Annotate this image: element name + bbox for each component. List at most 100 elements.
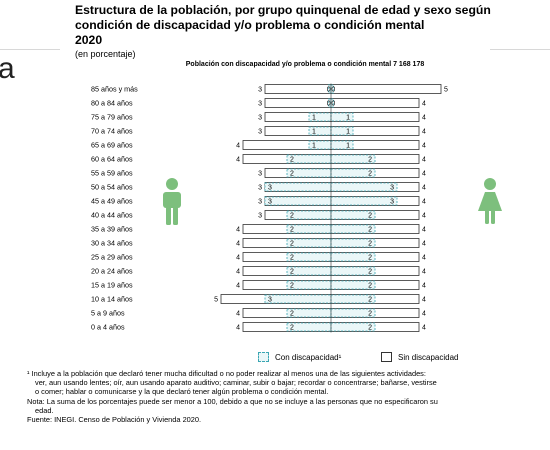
- value-label-women-no-disability: 4: [422, 157, 426, 164]
- value-label-women-no-disability: 4: [422, 143, 426, 150]
- value-label-men-no-disability: 4: [236, 325, 240, 332]
- bar-men-disability: [286, 168, 332, 178]
- value-label-women-no-disability: 4: [422, 115, 426, 122]
- legend-label-with: Con discapacidad¹: [275, 352, 342, 362]
- value-label-women-disability: 3: [390, 199, 394, 206]
- value-label-women-disability: 2: [368, 227, 372, 234]
- category-label: 60 a 64 años: [91, 155, 133, 164]
- divider-right: [490, 49, 550, 50]
- value-label-women-no-disability: 4: [422, 185, 426, 192]
- value-label-men-no-disability: 4: [236, 143, 240, 150]
- category-label: 5 a 9 años: [91, 309, 125, 318]
- value-label-women-disability: 2: [368, 255, 372, 262]
- category-label: 85 años y más: [91, 85, 138, 94]
- side-letter: a: [0, 52, 15, 85]
- category-label: 10 a 14 años: [91, 295, 133, 304]
- legend-with-disability: Con discapacidad¹: [258, 352, 341, 362]
- value-label-men-disability: 2: [290, 241, 294, 248]
- category-label: 20 a 24 años: [91, 267, 133, 276]
- chart-title: Estructura de la población, por grupo qu…: [75, 3, 515, 48]
- value-label-men-no-disability: 3: [258, 87, 262, 94]
- note-cont: edad.: [35, 405, 54, 415]
- value-label-men-disability: 3: [268, 185, 272, 192]
- value-label-men-disability: 2: [290, 213, 294, 220]
- legend-swatch-without: [381, 352, 392, 362]
- value-label-men-disability: 2: [290, 227, 294, 234]
- bar-men-disability: [327, 98, 332, 108]
- population-pyramid: 85 años y más 3 00 580 a 84 años 3 00 475 a 79…: [91, 83, 502, 333]
- category-label: 40 a 44 años: [91, 211, 133, 220]
- bar-men-disability: [264, 196, 332, 206]
- bar-men-disability: [286, 266, 332, 276]
- value-label-men-no-disability: 4: [236, 157, 240, 164]
- value-label-women-no-disability: 4: [422, 255, 426, 262]
- note: Nota: La suma de los porcentajes puede s…: [27, 396, 438, 406]
- value-label-men-disability: 2: [290, 325, 294, 332]
- value-label-men-disability: 2: [290, 269, 294, 276]
- value-label-women-no-disability: 4: [422, 171, 426, 178]
- value-label-men-no-disability: 3: [258, 171, 262, 178]
- category-label: 80 a 84 años: [91, 99, 133, 108]
- legend-swatch-with: [258, 352, 269, 362]
- value-label-men-disability: 3: [268, 297, 272, 304]
- value-label-men-disability: 1: [312, 115, 316, 122]
- value-label-men-disability: 1: [312, 129, 316, 136]
- bar-women-disability: [330, 98, 335, 108]
- footnote-1-cont2: o comer; hablar o comunicarse y la que d…: [35, 387, 329, 397]
- bar-men-disability: [286, 308, 332, 318]
- value-label-women-disability: 0: [327, 87, 331, 94]
- footnotes: ¹ Incluye a la población que declaró ten…: [27, 369, 522, 424]
- bar-men-disability: [264, 182, 332, 192]
- value-label-women-no-disability: 4: [422, 269, 426, 276]
- value-label-women-disability: 2: [368, 157, 372, 164]
- value-label-women-disability: 2: [368, 325, 372, 332]
- bar-men-no-disability: [264, 84, 332, 94]
- category-label: 50 a 54 años: [91, 183, 133, 192]
- bar-women-no-disability: [330, 98, 420, 108]
- category-label: 55 a 59 años: [91, 169, 133, 178]
- man-icon: [163, 178, 181, 225]
- value-label-women-no-disability: 4: [422, 213, 426, 220]
- value-label-women-no-disability: 4: [422, 199, 426, 206]
- divider-left: [0, 49, 60, 50]
- value-label-men-disability: 2: [290, 171, 294, 178]
- bar-women-disability: [330, 182, 398, 192]
- category-label: 65 a 69 años: [91, 141, 133, 150]
- category-label: 25 a 29 años: [91, 253, 133, 262]
- value-label-women-no-disability: 4: [422, 241, 426, 248]
- value-label-men-disability: 3: [268, 199, 272, 206]
- value-label-men-no-disability: 3: [258, 199, 262, 206]
- category-label: 70 a 74 años: [91, 127, 133, 136]
- value-label-men-no-disability: 4: [236, 241, 240, 248]
- value-label-women-disability: 2: [368, 311, 372, 318]
- value-label-men-no-disability: 3: [258, 213, 262, 220]
- value-label-men-no-disability: 3: [258, 115, 262, 122]
- value-label-men-no-disability: 3: [258, 185, 262, 192]
- bar-men-disability: [286, 252, 332, 262]
- value-label-women-disability: 2: [368, 297, 372, 304]
- bar-men-disability: [286, 322, 332, 332]
- value-label-women-disability: 1: [346, 115, 350, 122]
- value-label-women-no-disability: 4: [422, 311, 426, 318]
- source: Fuente: INEGI. Censo de Población y Vivi…: [27, 415, 202, 425]
- value-label-men-disability: 2: [290, 157, 294, 164]
- value-label-men-disability: 1: [312, 143, 316, 150]
- category-label: 75 a 79 años: [91, 113, 133, 122]
- category-label: 45 a 49 años: [91, 197, 133, 206]
- legend-label-without: Sin discapacidad: [398, 352, 459, 362]
- value-label-men-disability: 2: [290, 311, 294, 318]
- bar-women-disability: [330, 84, 335, 94]
- population-label: Población con discapacidad y/o problema …: [185, 61, 425, 68]
- bar-men-disability: [286, 210, 332, 220]
- value-label-women-disability: 1: [346, 129, 350, 136]
- category-label: 30 a 34 años: [91, 239, 133, 248]
- bar-women-no-disability: [330, 84, 442, 94]
- value-label-women-disability: 2: [368, 171, 372, 178]
- category-label: 15 a 19 años: [91, 281, 133, 290]
- category-label: 0 a 4 años: [91, 323, 125, 332]
- value-label-women-no-disability: 4: [422, 101, 426, 108]
- value-label-men-disability: 0: [331, 101, 335, 108]
- value-label-women-disability: 3: [390, 185, 394, 192]
- value-label-women-no-disability: 4: [422, 283, 426, 290]
- value-label-women-disability: 0: [327, 101, 331, 108]
